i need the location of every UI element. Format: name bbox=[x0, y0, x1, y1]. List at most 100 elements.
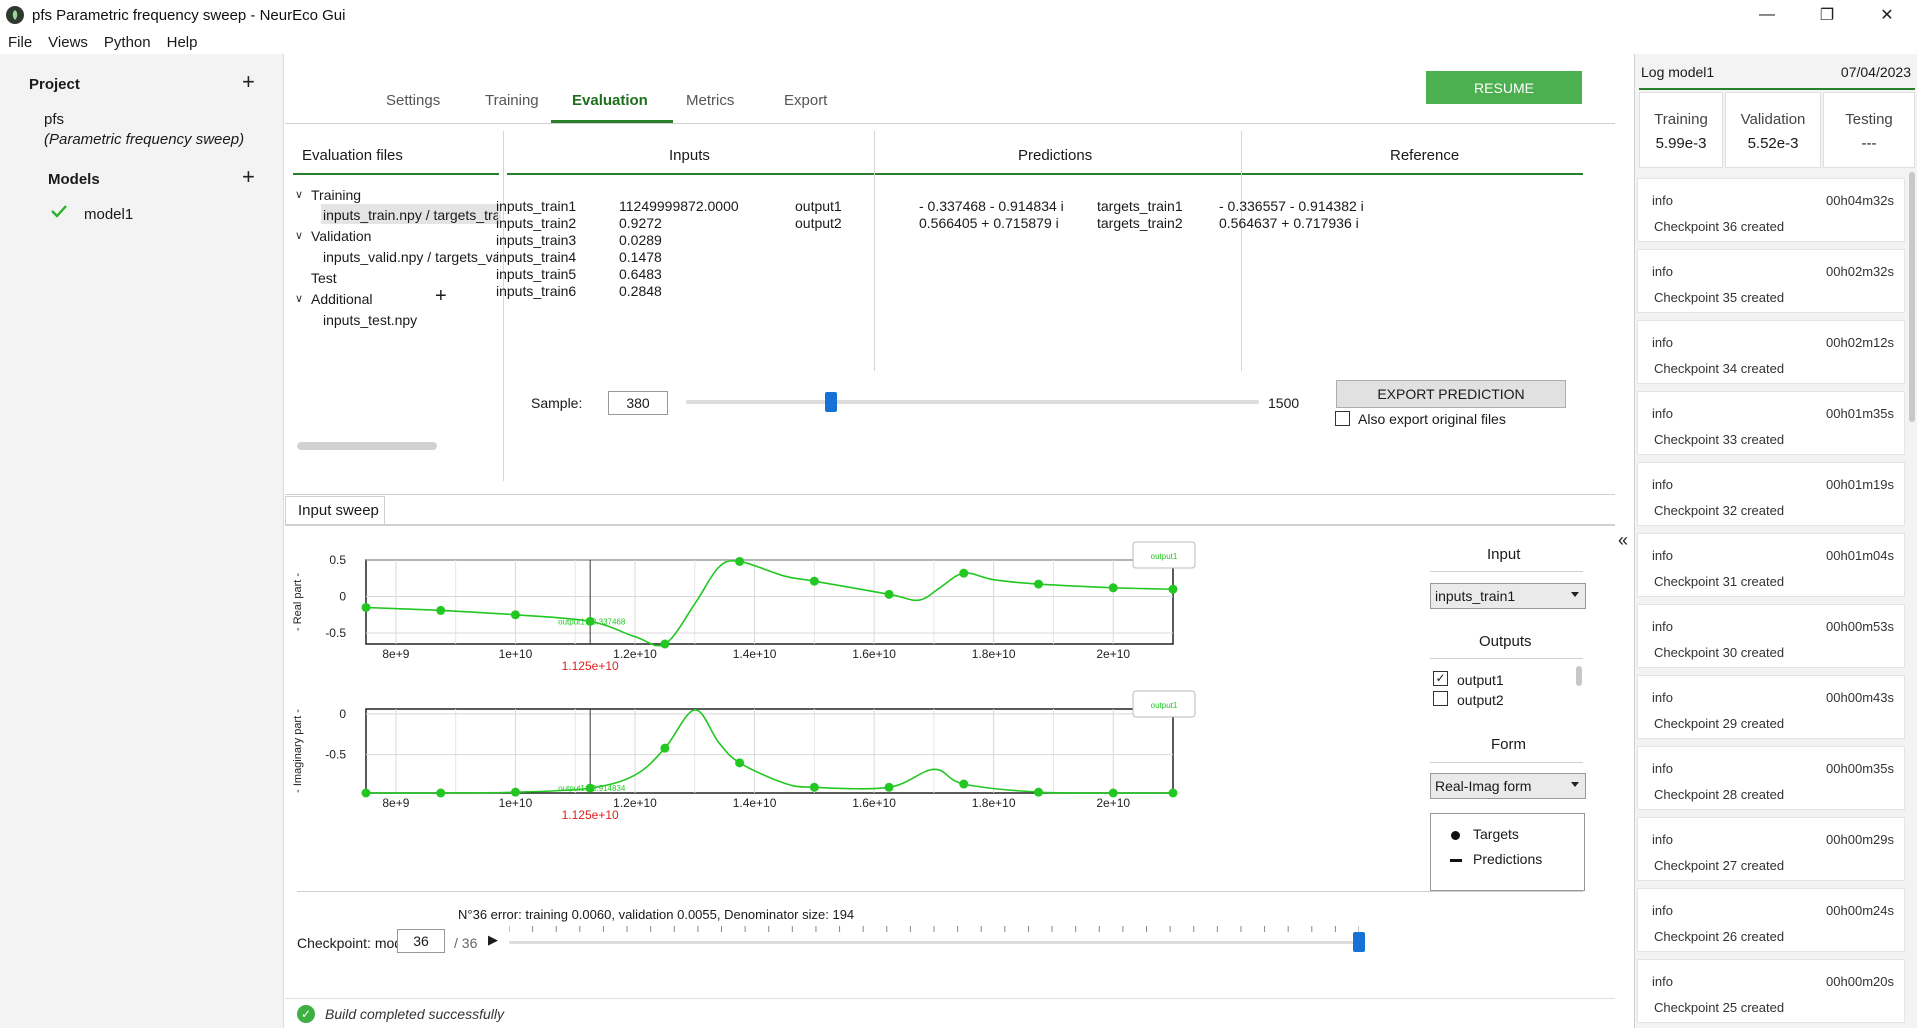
files-horizontal-scrollbar[interactable] bbox=[297, 442, 437, 450]
status-text: Build completed successfully bbox=[325, 1005, 504, 1022]
tab-metrics[interactable]: Metrics bbox=[686, 92, 735, 109]
log-item[interactable]: info 00h02m12s Checkpoint 34 created bbox=[1637, 320, 1905, 384]
outputs-scrollbar[interactable] bbox=[1576, 666, 1582, 686]
input-name: inputs_train5 bbox=[496, 266, 577, 282]
output1-checkbox[interactable]: ✓ bbox=[1433, 671, 1448, 686]
checkpoint-slider-thumb[interactable] bbox=[1353, 932, 1365, 952]
files-underline bbox=[293, 173, 499, 175]
project-heading: Project bbox=[29, 76, 80, 93]
log-item[interactable]: info 00h02m32s Checkpoint 35 created bbox=[1637, 249, 1905, 313]
metric-testing: Testing --- bbox=[1823, 92, 1915, 168]
tab-export[interactable]: Export bbox=[784, 92, 828, 109]
expand-training-icon[interactable]: ∨ bbox=[295, 189, 304, 201]
project-name[interactable]: pfs bbox=[44, 111, 65, 128]
active-tab-indicator bbox=[551, 120, 673, 123]
tree-additional[interactable]: Additional bbox=[311, 291, 373, 307]
log-scrollbar[interactable] bbox=[1909, 172, 1915, 422]
plot-legend-label: output1 bbox=[1151, 552, 1178, 561]
checkpoint-input[interactable]: 36 bbox=[397, 929, 445, 953]
input-name: inputs_train3 bbox=[496, 232, 577, 248]
input-dropdown[interactable]: inputs_train1 bbox=[1430, 583, 1586, 609]
app-logo-icon bbox=[6, 6, 24, 24]
cursor-label: output1: -0.914834 bbox=[558, 784, 626, 793]
log-item[interactable]: info 00h00m29s Checkpoint 27 created bbox=[1637, 817, 1905, 881]
collapse-log-icon[interactable]: « bbox=[1618, 530, 1629, 550]
x-tick-label: 1.6e+10 bbox=[852, 796, 896, 810]
log-item[interactable]: info 00h00m53s Checkpoint 30 created bbox=[1637, 604, 1905, 668]
target-point bbox=[1034, 787, 1043, 797]
tree-validation[interactable]: Validation bbox=[311, 228, 372, 244]
target-point bbox=[1168, 788, 1178, 798]
x-tick-label: 1.8e+10 bbox=[972, 796, 1016, 810]
success-check-icon: ✓ bbox=[297, 1004, 315, 1023]
target-point bbox=[436, 788, 446, 798]
log-item[interactable]: info 00h00m43s Checkpoint 29 created bbox=[1637, 675, 1905, 739]
log-item[interactable]: info 00h00m35s Checkpoint 28 created bbox=[1637, 746, 1905, 810]
play-icon[interactable]: ▶ bbox=[488, 932, 498, 947]
log-item[interactable]: info 00h01m19s Checkpoint 32 created bbox=[1637, 462, 1905, 526]
tab-settings[interactable]: Settings bbox=[386, 92, 441, 109]
log-item[interactable]: info 00h01m04s Checkpoint 31 created bbox=[1637, 533, 1905, 597]
resume-button[interactable]: RESUME bbox=[1426, 71, 1582, 104]
legend-box: Targets Predictions bbox=[1430, 813, 1585, 891]
target-point bbox=[660, 743, 670, 753]
project-description: (Parametric frequency sweep) bbox=[44, 131, 245, 148]
x-tick-label: 1.4e+10 bbox=[733, 796, 777, 810]
input-value: 0.6483 bbox=[619, 266, 662, 282]
menu-file[interactable]: File bbox=[8, 33, 33, 51]
tab-evaluation[interactable]: Evaluation bbox=[572, 92, 648, 109]
also-export-checkbox[interactable] bbox=[1335, 411, 1350, 426]
menu-python[interactable]: Python bbox=[103, 33, 151, 51]
log-item[interactable]: info 00h01m35s Checkpoint 33 created bbox=[1637, 391, 1905, 455]
sample-slider-thumb[interactable] bbox=[824, 392, 837, 412]
log-time: 00h01m19s bbox=[1826, 477, 1894, 492]
target-point bbox=[809, 782, 819, 792]
form-dropdown[interactable]: Real-Imag form bbox=[1430, 773, 1586, 799]
expand-validation-icon[interactable]: ∨ bbox=[295, 230, 304, 242]
metric-value: --- bbox=[1861, 135, 1877, 152]
x-tick-label: 8e+9 bbox=[382, 647, 409, 661]
outputs-title-line bbox=[1430, 658, 1583, 659]
log-message: Checkpoint 28 created bbox=[1654, 787, 1785, 802]
tab-training[interactable]: Training bbox=[485, 92, 539, 109]
model-item[interactable]: model1 bbox=[84, 206, 134, 223]
y-axis-label: - Real part - bbox=[292, 573, 304, 631]
y-tick-label: 0 bbox=[339, 707, 346, 721]
sample-input[interactable]: 380 bbox=[608, 391, 668, 415]
close-button[interactable]: ✕ bbox=[1880, 7, 1894, 24]
log-item[interactable]: info 00h00m20s Checkpoint 25 created bbox=[1637, 959, 1905, 1023]
tree-training[interactable]: Training bbox=[311, 187, 362, 203]
reference-value: 0.564637 + 0.717936 i bbox=[1219, 215, 1359, 231]
form-title-line bbox=[1430, 762, 1583, 763]
tab-input-sweep[interactable]: Input sweep bbox=[285, 496, 385, 524]
menu-views[interactable]: Views bbox=[48, 33, 88, 51]
tree-test[interactable]: Test bbox=[311, 270, 337, 286]
restore-button[interactable]: ❐ bbox=[1819, 7, 1835, 24]
add-additional-file-button[interactable]: + bbox=[435, 285, 447, 307]
output2-checkbox[interactable] bbox=[1433, 691, 1448, 706]
x-tick-label: 1.8e+10 bbox=[972, 647, 1016, 661]
target-point bbox=[361, 602, 371, 612]
sweep-plots: 8e+9 1e+10 1.2e+10 1.4e+10 1.6e+10 1.8e+10 2e+… bbox=[292, 541, 1196, 822]
target-point bbox=[735, 758, 745, 768]
predictions-header: Predictions bbox=[1018, 147, 1093, 164]
log-message: Checkpoint 35 created bbox=[1654, 290, 1785, 305]
inputs-separator bbox=[874, 131, 875, 371]
target-point bbox=[660, 639, 670, 649]
tree-additional-file[interactable]: inputs_test.npy bbox=[323, 312, 418, 328]
menu-help[interactable]: Help bbox=[166, 33, 198, 51]
add-model-button[interactable]: + bbox=[242, 164, 255, 189]
log-item[interactable]: info 00h04m32s Checkpoint 36 created bbox=[1637, 178, 1905, 242]
predictions-separator bbox=[1241, 131, 1242, 371]
tree-training-file[interactable]: inputs_train.npy / targets_tra bbox=[323, 207, 498, 223]
sample-slider-track[interactable] bbox=[686, 400, 1259, 404]
expand-additional-icon[interactable]: ∨ bbox=[295, 293, 304, 305]
metric-value: 5.52e-3 bbox=[1747, 135, 1799, 152]
minimize-button[interactable]: — bbox=[1759, 6, 1775, 23]
tree-validation-file[interactable]: inputs_valid.npy / targets_va bbox=[323, 249, 498, 265]
log-item[interactable]: info 00h00m24s Checkpoint 26 created bbox=[1637, 888, 1905, 952]
checkpoint-slider-track[interactable] bbox=[509, 941, 1359, 944]
add-project-button[interactable]: + bbox=[242, 69, 255, 94]
log-time: 00h00m43s bbox=[1826, 690, 1894, 705]
export-prediction-button[interactable]: EXPORT PREDICTION bbox=[1336, 380, 1566, 408]
